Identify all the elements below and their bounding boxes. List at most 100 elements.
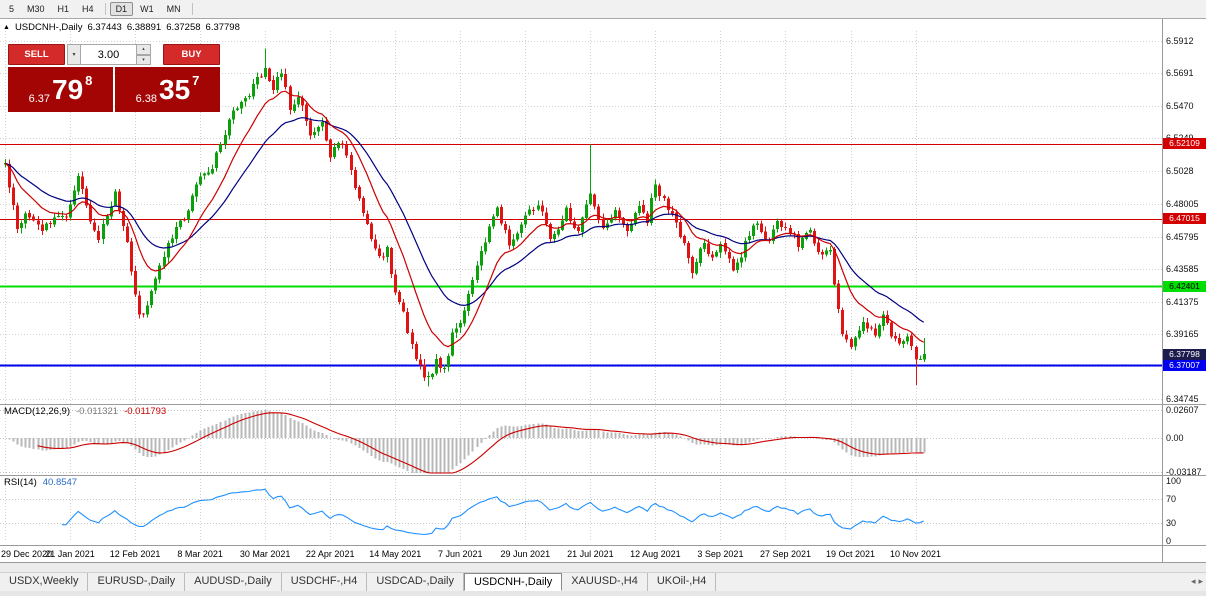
time-scale-label: 12 Aug 2021	[630, 549, 681, 559]
volume-dropdown-icon[interactable]: ▾	[67, 44, 81, 65]
time-scale-label: 3 Sep 2021	[697, 549, 744, 559]
timeframe-button-d1[interactable]: D1	[109, 2, 134, 16]
sell-price-big: 79	[52, 74, 84, 105]
current-price-tag: 6.37798	[1163, 348, 1206, 360]
chart-tab-usdcad-daily[interactable]: USDCAD-,Daily	[367, 573, 464, 591]
sell-price-sup: 8	[85, 73, 93, 88]
tab-scroll-buttons: ◂ ▸	[1191, 572, 1203, 591]
timeframe-button-5[interactable]: 5	[9, 4, 15, 14]
tab-scroll-right-icon[interactable]: ▸	[1198, 576, 1203, 586]
volume-control: ▾ ▴ ▾	[67, 44, 161, 65]
chart-tab-usdchf-h4[interactable]: USDCHF-,H4	[282, 573, 368, 591]
support-line-tag-6-42401: 6.42401	[1163, 281, 1206, 292]
macd-value-signal: -0.011793	[124, 406, 167, 417]
ohlc-close: 6.37798	[205, 22, 240, 33]
macd-name: MACD(12,26,9)	[4, 406, 70, 417]
time-scale-label: 21 Jan 2021	[45, 549, 95, 559]
pane-separator-macd[interactable]	[0, 404, 1206, 405]
price-pane[interactable]	[0, 19, 1162, 404]
volume-increase-button[interactable]: ▴	[137, 44, 151, 55]
price-scale-label: 6.41375	[1166, 296, 1199, 307]
price-scale-label: 6.43585	[1166, 264, 1199, 275]
sell-price-display[interactable]: 6.37 79 8	[8, 67, 113, 112]
macd-scale-label: 0.00	[1166, 433, 1184, 443]
volume-decrease-button[interactable]: ▾	[137, 54, 151, 65]
time-scale-label: 27 Sep 2021	[759, 549, 811, 559]
price-scale-label: 6.5249	[1166, 133, 1194, 143]
tab-scroll-left-icon[interactable]: ◂	[1190, 576, 1196, 586]
rsi-scale-label: 0	[1166, 536, 1172, 546]
time-scale-label: 14 May 2021	[369, 549, 422, 559]
volume-input[interactable]	[81, 44, 137, 65]
timeframe-button-m30[interactable]: M30	[27, 4, 45, 14]
workspace-strip	[0, 563, 1206, 572]
ohlc-low: 6.37258	[166, 22, 201, 33]
buy-price-sup: 7	[192, 73, 200, 88]
rsi-pane[interactable]	[0, 475, 1162, 545]
ohlc-high: 6.38891	[126, 22, 162, 33]
time-scale-label: 8 Mar 2021	[177, 549, 223, 559]
support-line-tag-6-37007: 6.37007	[1163, 360, 1206, 372]
buy-price-small: 6.38	[135, 93, 158, 105]
price-scale-label: 6.5912	[1166, 35, 1194, 46]
toolbar-separator	[191, 3, 193, 15]
time-scale-label: 29 Dec 2020	[1, 549, 53, 559]
one-click-collapse-icon[interactable]: ▲	[3, 24, 10, 31]
sell-price-small: 6.37	[28, 93, 51, 105]
rsi-name: RSI(14)	[4, 477, 37, 488]
timeframe-button-h4[interactable]: H4	[82, 4, 94, 14]
chart-tab-ukoil-h4[interactable]: UKOil-,H4	[648, 573, 717, 591]
time-scale-label: 21 Jul 2021	[567, 549, 614, 559]
pane-separator-rsi[interactable]	[0, 475, 1206, 476]
chart-tab-usdx-weekly[interactable]: USDX,Weekly	[0, 573, 89, 591]
ohlc-open: 6.37443	[87, 22, 122, 33]
price-scale-label: 6.39165	[1166, 329, 1199, 340]
chart-window-bottom-border	[0, 562, 1206, 563]
time-scale-label: 22 Apr 2021	[305, 549, 355, 559]
chart-tab-usdcnh-daily[interactable]: USDCNH-,Daily	[463, 573, 563, 591]
buy-price-display[interactable]: 6.38 35 7	[115, 67, 220, 112]
status-strip	[0, 591, 1206, 596]
one-click-trading-panel: SELL ▾ ▴ ▾ BUY 6.37 79 8 6.38 35 7	[8, 44, 220, 112]
time-scale-label: 7 Jun 2021	[437, 549, 483, 559]
price-scale-label: 6.5470	[1166, 100, 1194, 111]
price-scale-label: 6.45795	[1166, 231, 1199, 242]
time-scale-label: 30 Mar 2021	[239, 549, 291, 559]
toolbar-separator	[104, 3, 106, 15]
time-scale-label: 12 Feb 2021	[109, 549, 161, 559]
chart-tab-eurusd-daily[interactable]: EURUSD-,Daily	[88, 573, 186, 591]
time-scale-separator	[0, 545, 1206, 546]
resistance-line-tag-6-47015: 6.47015	[1163, 213, 1206, 225]
timeframe-toolbar: 5 M30 H1 H4 D1 W1 MN	[0, 0, 1206, 19]
time-scale-label: 19 Oct 2021	[825, 549, 876, 559]
macd-indicator-label: MACD(12,26,9) -0.011321 -0.011793	[4, 406, 166, 417]
macd-pane[interactable]	[0, 404, 1162, 475]
time-scale-label: 29 Jun 2021	[500, 549, 551, 559]
sell-button[interactable]: SELL	[8, 44, 65, 65]
price-scale[interactable]: 6.5912 6.5691 6.5470 6.5249 6.5028 6.48005 6.4…	[1162, 19, 1206, 562]
timeframe-button-w1[interactable]: W1	[140, 4, 154, 14]
chart-tabs-bar: USDX,Weekly EURUSD-,Daily AUDUSD-,Daily USD…	[0, 572, 1206, 591]
buy-button[interactable]: BUY	[163, 44, 220, 65]
rsi-indicator-label: RSI(14) 40.8547	[4, 477, 77, 488]
time-scale-label: 10 Nov 2021	[890, 549, 942, 559]
timeframe-button-h1[interactable]: H1	[57, 4, 70, 14]
price-scale-label: 6.34745	[1166, 393, 1199, 404]
rsi-scale-label: 70	[1166, 494, 1177, 504]
price-scale-label: 6.5691	[1166, 68, 1194, 79]
rsi-scale-label: 30	[1166, 518, 1177, 528]
chart-tab-xauusd-h4[interactable]: XAUUSD-,H4	[562, 573, 648, 591]
chart-tab-audusd-daily[interactable]: AUDUSD-,Daily	[185, 573, 282, 591]
buy-price-big: 35	[159, 74, 191, 105]
time-scale[interactable]: 29 Dec 2020 21 Jan 2021 12 Feb 2021 8 Mar 2…	[0, 546, 1162, 562]
price-scale-label: 6.48005	[1166, 199, 1199, 210]
chart-title: ▲ USDCNH-,Daily 6.37443 6.38891 6.37258 …	[3, 22, 240, 33]
rsi-value: 40.8547	[42, 477, 78, 488]
rsi-scale-label: 100	[1166, 476, 1182, 486]
macd-scale-label: 0.02607	[1166, 405, 1199, 416]
macd-value-main: -0.011321	[76, 406, 119, 417]
timeframe-button-mn[interactable]: MN	[166, 4, 181, 14]
chart-symbol-period: USDCNH-,Daily	[14, 22, 83, 33]
resistance-line-tag-6-52109: 6.52109	[1163, 138, 1206, 150]
price-scale-label: 6.5028	[1166, 165, 1194, 176]
